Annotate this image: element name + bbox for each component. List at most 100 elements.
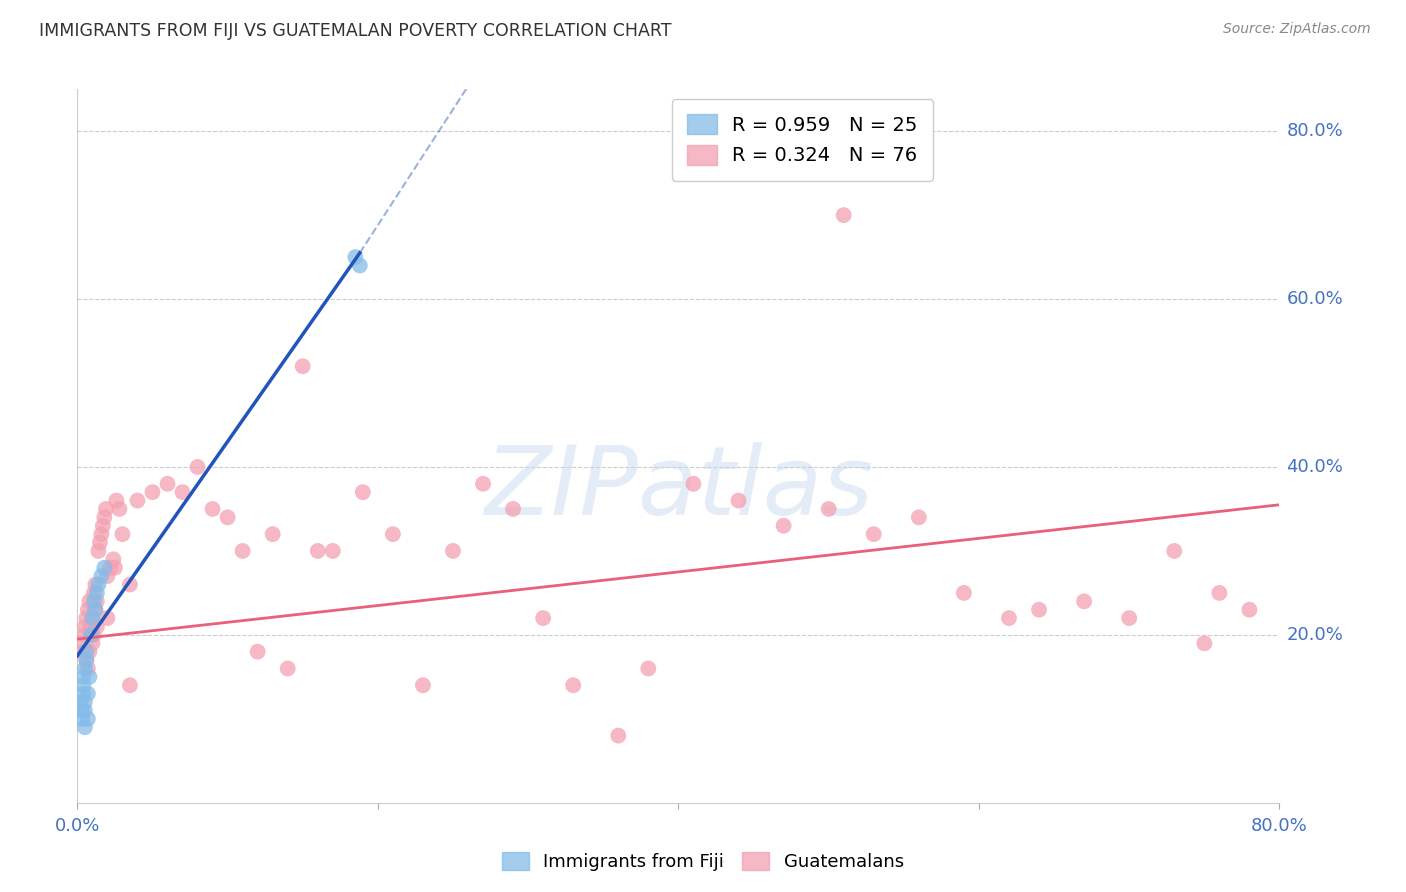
Point: [349, 259, 371, 273]
Point: [1118, 611, 1140, 625]
Point: [80, 619, 103, 633]
Point: [953, 586, 976, 600]
Point: [352, 485, 374, 500]
Point: [607, 729, 630, 743]
Point: [86, 586, 108, 600]
Point: [72, 670, 94, 684]
Text: ZIPatlas: ZIPatlas: [484, 442, 873, 535]
Point: [908, 510, 931, 524]
Point: [73, 661, 96, 675]
Point: [172, 485, 194, 500]
Point: [441, 544, 464, 558]
Text: IMMIGRANTS FROM FIJI VS GUATEMALAN POVERTY CORRELATION CHART: IMMIGRANTS FROM FIJI VS GUATEMALAN POVER…: [39, 22, 672, 40]
Point: [76, 712, 98, 726]
Point: [832, 208, 855, 222]
Point: [70, 712, 93, 726]
Point: [262, 527, 284, 541]
Text: 20.0%: 20.0%: [1286, 626, 1343, 644]
Point: [502, 502, 524, 516]
Point: [87, 577, 110, 591]
Point: [72, 645, 94, 659]
Point: [1073, 594, 1095, 608]
Point: [156, 476, 179, 491]
Point: [104, 560, 127, 574]
Point: [75, 653, 97, 667]
Point: [96, 611, 118, 625]
Point: [93, 510, 115, 524]
Legend: Immigrants from Fiji, Guatemalans: Immigrants from Fiji, Guatemalans: [495, 845, 911, 879]
Point: [108, 502, 131, 516]
Point: [93, 560, 115, 574]
Point: [862, 527, 884, 541]
Point: [90, 527, 112, 541]
Point: [111, 527, 134, 541]
Point: [817, 502, 839, 516]
Point: [1239, 603, 1261, 617]
Point: [277, 661, 299, 675]
Point: [82, 636, 104, 650]
Point: [83, 586, 105, 600]
Point: [201, 502, 224, 516]
Point: [80, 628, 103, 642]
Point: [73, 628, 96, 642]
Point: [72, 687, 94, 701]
Point: [1028, 603, 1050, 617]
Point: [83, 628, 105, 642]
Point: [1208, 586, 1230, 600]
Point: [322, 544, 344, 558]
Point: [127, 493, 149, 508]
Point: [75, 645, 97, 659]
Point: [73, 695, 96, 709]
Point: [69, 695, 91, 709]
Point: [76, 687, 98, 701]
Point: [84, 603, 107, 617]
Point: [73, 703, 96, 717]
Point: [79, 594, 101, 608]
Point: [83, 594, 105, 608]
Point: [76, 603, 98, 617]
Point: [562, 678, 585, 692]
Point: [96, 569, 118, 583]
Point: [100, 560, 122, 574]
Point: [105, 493, 128, 508]
Point: [86, 594, 108, 608]
Point: [998, 611, 1021, 625]
Point: [217, 510, 239, 524]
Point: [84, 577, 107, 591]
Point: [381, 527, 404, 541]
Legend: R = 0.959   N = 25, R = 0.324   N = 76: R = 0.959 N = 25, R = 0.324 N = 76: [672, 99, 934, 181]
Text: 60.0%: 60.0%: [1286, 290, 1343, 308]
Point: [89, 535, 111, 549]
Point: [727, 493, 749, 508]
Point: [80, 628, 103, 642]
Point: [232, 544, 254, 558]
Text: Source: ZipAtlas.com: Source: ZipAtlas.com: [1223, 22, 1371, 37]
Point: [73, 619, 96, 633]
Point: [76, 661, 98, 675]
Point: [344, 250, 367, 264]
Point: [72, 678, 94, 692]
Point: [82, 611, 104, 625]
Point: [82, 611, 104, 625]
Point: [246, 645, 269, 659]
Point: [291, 359, 314, 374]
Point: [141, 485, 163, 500]
Text: 80.0%: 80.0%: [1286, 122, 1343, 140]
Point: [307, 544, 329, 558]
Point: [86, 619, 108, 633]
Point: [73, 720, 96, 734]
Point: [682, 476, 704, 491]
Point: [94, 502, 117, 516]
Point: [772, 518, 794, 533]
Point: [186, 460, 209, 475]
Point: [90, 569, 112, 583]
Point: [118, 577, 141, 591]
Point: [1163, 544, 1185, 558]
Point: [75, 653, 97, 667]
Text: 40.0%: 40.0%: [1286, 458, 1343, 476]
Point: [103, 552, 125, 566]
Point: [91, 518, 114, 533]
Point: [87, 544, 110, 558]
Point: [472, 476, 495, 491]
Point: [70, 703, 93, 717]
